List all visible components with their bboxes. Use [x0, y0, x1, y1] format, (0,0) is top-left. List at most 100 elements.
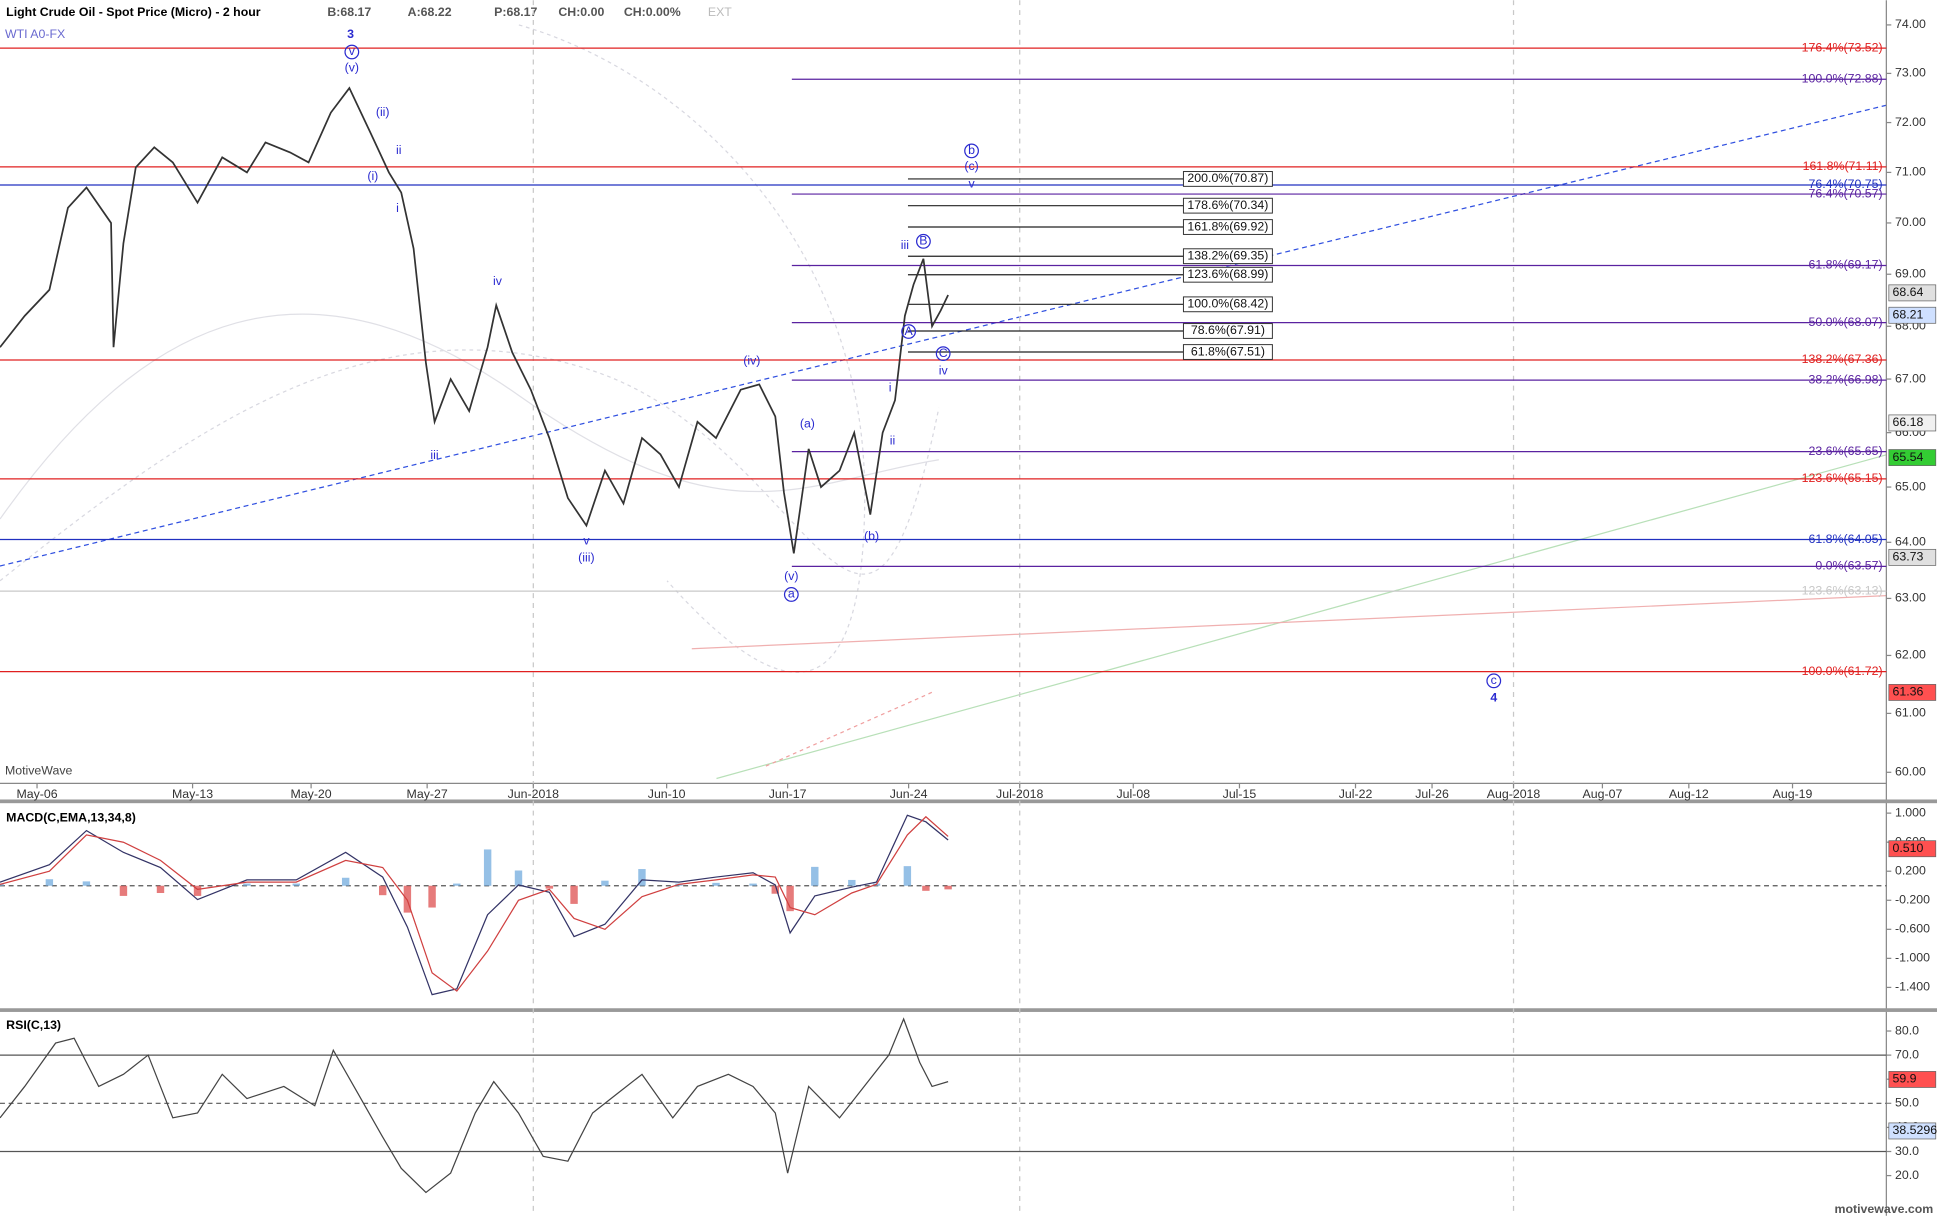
wave-circle: [935, 346, 951, 362]
fib-label: 176.4%(73.52): [1802, 40, 1883, 54]
y-tick-label: 0.200: [1895, 863, 1926, 877]
quote-item: CH:0.00: [558, 5, 604, 19]
series-line: [0, 814, 949, 996]
footer: motivewave.com: [1834, 1202, 1933, 1216]
price-badge-label: 65.54: [1893, 450, 1924, 464]
histogram-bar: [0, 883, 4, 886]
fib-label: 100.0%(72.88): [1802, 72, 1883, 86]
quote-item: P:68.17: [494, 5, 537, 19]
fib-label: 138.2%(67.36): [1802, 352, 1883, 366]
histogram-bar: [712, 882, 720, 886]
price-badge-label: 68.21: [1893, 308, 1924, 322]
fib-label: 61.8%(69.17): [1809, 258, 1883, 272]
fib-label: 138.2%(69.35): [1187, 248, 1268, 262]
wave-label: b: [968, 143, 975, 157]
histogram-bar: [45, 879, 54, 886]
fib-label: 38.2%(66.98): [1809, 372, 1883, 386]
fib-label: 78.6%(67.91): [1191, 323, 1265, 337]
histogram-bar: [403, 885, 412, 913]
y-tick-label: 67.00: [1895, 371, 1926, 385]
wave-label: 3: [347, 27, 354, 41]
panel-separator: [0, 1008, 1937, 1012]
x-tick-label: Jun-24: [890, 787, 928, 801]
quote-item: EXT: [708, 5, 732, 19]
wave-label: (iii): [578, 551, 594, 565]
series-line: [0, 815, 949, 992]
price-badge: [1888, 414, 1937, 432]
band-curve: [0, 313, 939, 520]
x-tick-label: Jul-26: [1415, 787, 1449, 801]
y-tick-label: 62.00: [1895, 648, 1926, 662]
fib-label: 123.6%(63.13): [1802, 583, 1883, 597]
x-tick-label: May-06: [16, 787, 57, 801]
y-tick-label: 65.00: [1895, 479, 1926, 493]
wave-label: i: [396, 201, 399, 215]
x-tick-label: Jul-15: [1223, 787, 1257, 801]
price-badge: [1888, 284, 1937, 302]
x-tick-label: Aug-12: [1669, 787, 1709, 801]
fib-label: 61.8%(64.05): [1809, 532, 1883, 546]
fib-label-box: [1182, 171, 1273, 187]
wave-label: iv: [939, 363, 949, 377]
wave-label: iv: [493, 274, 503, 288]
symbol: WTI A0-FX: [5, 27, 65, 41]
histogram-bar: [570, 885, 578, 904]
fib-label-box: [1182, 197, 1273, 214]
wave-label: a: [788, 587, 795, 601]
histogram-bar: [514, 870, 523, 886]
fib-label: 161.8%(71.11): [1803, 159, 1883, 173]
wave-label: (a): [800, 416, 815, 430]
histogram-bar: [922, 885, 930, 891]
x-tick-label: Jul-2018: [996, 787, 1043, 801]
y-tick-label: 70.0: [1895, 1047, 1919, 1061]
x-tick-label: May-27: [407, 787, 448, 801]
histogram-bar: [82, 881, 91, 886]
series-line: [0, 86, 949, 554]
wave-circle: [964, 143, 979, 159]
price-badge: [1888, 1122, 1937, 1140]
fib-label-box: [1182, 266, 1273, 283]
histogram-bar: [903, 866, 912, 886]
histogram-bar: [848, 879, 856, 886]
histogram-bar: [944, 885, 952, 890]
fib-label: 123.6%(68.99): [1187, 267, 1268, 281]
fib-label: 123.6%(65.15): [1802, 471, 1883, 485]
fib-label-box: [1182, 219, 1273, 235]
price-badge-label: 38.5296: [1893, 1123, 1937, 1137]
wave-label: iii: [901, 238, 909, 252]
x-tick-label: Aug-2018: [1487, 787, 1541, 801]
price-badge-label: 68.64: [1893, 285, 1924, 299]
fib-label-box: [1182, 248, 1273, 265]
series-line: [0, 1017, 949, 1194]
histogram-bar: [193, 885, 202, 896]
wave-label: i: [889, 380, 892, 394]
x-tick-label: Aug-07: [1583, 787, 1623, 801]
watermark: MotiveWave: [5, 763, 73, 777]
y-tick-label: -1.400: [1895, 980, 1930, 994]
price-badge: [1888, 548, 1937, 566]
quote-item: A:68.22: [408, 5, 452, 19]
price-badge: [1888, 840, 1937, 858]
histogram-bar: [453, 883, 461, 886]
fib-label: 100.0%(68.42): [1187, 297, 1268, 311]
wave-label: v: [968, 177, 975, 191]
histogram-bar: [119, 885, 128, 896]
price-badge-label: 0.510: [1893, 841, 1924, 855]
wave-label: B: [919, 234, 927, 248]
wave-label: v: [583, 533, 590, 547]
histogram-bar: [483, 849, 492, 886]
wave-label: (v): [784, 569, 798, 583]
x-tick-label: May-13: [172, 787, 213, 801]
fib-label-box: [1182, 296, 1273, 313]
fib-label: 61.8%(67.51): [1191, 344, 1265, 358]
trend-line: [0, 104, 1887, 567]
histogram-bar: [811, 866, 819, 886]
chart-title: Light Crude Oil - Spot Price (Micro) - 2…: [6, 5, 261, 19]
x-tick-label: Jun-2018: [508, 787, 560, 801]
fib-label: 23.6%(65.65): [1809, 444, 1883, 458]
y-tick-label: 74.00: [1895, 17, 1926, 31]
y-tick-label: 69.00: [1895, 266, 1926, 280]
x-tick-label: Jun-10: [648, 787, 686, 801]
